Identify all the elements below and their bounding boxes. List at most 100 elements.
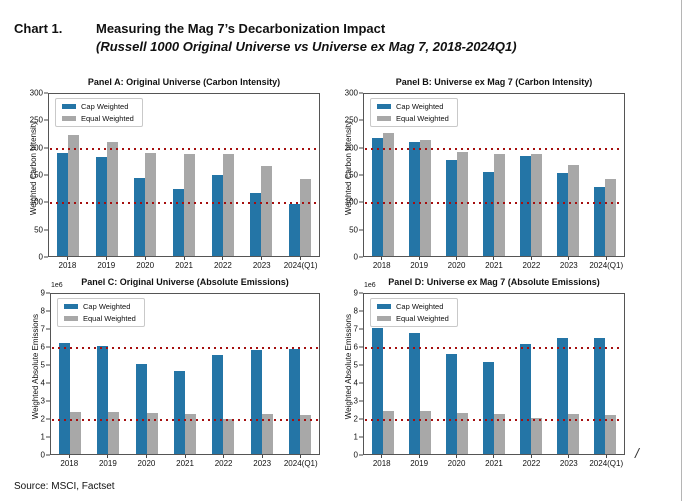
panel-a-x-tick-2020: 2020 [126,257,165,270]
bar-cap-weighted-2024-q1 [288,203,300,256]
bar-equal-weighted-2022 [531,418,543,454]
panel-d-y-tick: 2 [353,414,358,424]
panel-b-x-tick-2021: 2021 [475,257,512,270]
bar-group-2023 [550,294,587,454]
panel-c-y-tick: 6 [40,342,45,352]
panel-c-y-tick: 4 [40,378,45,388]
panel-a: Panel A: Original Universe (Carbon Inten… [29,77,320,270]
panel-c-x-tick-2021: 2021 [166,455,205,468]
panel-a-title: Panel A: Original Universe (Carbon Inten… [87,77,281,87]
bar-group-2024-q1 [280,94,319,256]
legend-label-cap-weighted: Cap Weighted [396,102,444,111]
panel-c-axis-offset-label: 1e6 [51,282,63,289]
panel-a-y-tick: 100 [29,197,43,207]
panel-a-x-tick-2019: 2019 [87,257,126,270]
bar-group-2023 [242,94,281,256]
bar-cap-weighted-2020 [445,159,457,256]
bar-group-2018 [49,94,88,256]
panel-b-x-tick-2024-q1: 2024(Q1) [588,257,625,270]
panel-d-y-tick: 3 [353,396,358,406]
bar-equal-weighted-2019 [106,141,118,256]
bar-equal-weighted-2019 [108,412,120,454]
panel-b-x-tick-2022: 2022 [513,257,550,270]
panel-d-reference-line-2 [365,419,623,421]
panel-a-y-tick: 300 [29,88,43,98]
panel-b-title: Panel B: Universe ex Mag 7 (Carbon Inten… [395,77,593,87]
legend-swatch-equal-weighted [62,116,76,121]
panel-c-y-tick-mark [46,346,50,348]
panel-d-y-tick: 0 [353,450,358,460]
panel-d-y-tick: 8 [353,306,358,316]
panel-b-y-tick: 50 [349,225,358,235]
panel-a-y-tick: 0 [38,252,43,262]
legend-row-equal-weighted: Equal Weighted [62,114,134,123]
panel-d-y-tick-mark [359,292,363,294]
stray-slash-mark: / [635,445,639,461]
bar-cap-weighted-2023 [557,337,569,454]
bar-equal-weighted-2018 [382,411,394,454]
panel-d-y-tick: 4 [353,378,358,388]
panel-d-y-tick-mark [359,436,363,438]
panel-c-reference-line-6 [52,347,318,349]
panel-b-x-tick-2019: 2019 [400,257,437,270]
panel-d-x-tick-2019: 2019 [400,455,437,468]
legend-label-equal-weighted: Equal Weighted [83,314,136,323]
panel-a-x-tick-2018: 2018 [48,257,87,270]
bar-group-2024-q1 [281,294,319,454]
panel-a-y-tick-mark [44,147,48,149]
panel-b-y-tick: 250 [344,115,358,125]
panel-c-plot-area: Cap Weighted Equal Weighted [50,293,320,455]
chart-number-label: Chart 1. [14,21,63,36]
panel-d-y-tick: 7 [353,324,358,334]
panel-d-y-tick-mark [359,364,363,366]
panel-c-y-tick: 7 [40,324,45,334]
bar-cap-weighted-2024-q1 [594,187,606,256]
legend-label-equal-weighted: Equal Weighted [396,114,449,123]
panel-b-bars [364,94,624,256]
bar-equal-weighted-2020 [456,413,468,454]
panel-d-y-tick-mark [359,382,363,384]
bar-equal-weighted-2023 [568,165,580,256]
panel-b-reference-line-100 [365,202,623,205]
panel-b-y-tick-mark [359,147,363,149]
bar-equal-weighted-2018 [70,412,82,454]
bar-group-2019 [88,94,127,256]
legend-label-cap-weighted: Cap Weighted [83,302,131,311]
panel-a-x-tick-2023: 2023 [242,257,281,270]
panel-a-x-tick-2022: 2022 [203,257,242,270]
legend-row-cap-weighted: Cap Weighted [377,302,449,311]
legend-swatch-equal-weighted [377,116,391,121]
bar-cap-weighted-2020 [445,354,457,454]
panel-b-y-tick: 0 [353,252,358,262]
panel-c-y-tick-mark [46,292,50,294]
bar-group-2022 [203,94,242,256]
panel-d-y-tick-mark [359,400,363,402]
legend-swatch-cap-weighted [64,304,78,309]
panel-c-y-tick: 9 [40,288,45,298]
panel-c-y-tick: 5 [40,360,45,370]
panel-b-y-tick-mark [359,119,363,121]
panel-a-x-tick-2021: 2021 [165,257,204,270]
bar-cap-weighted-2019 [408,142,420,256]
bar-cap-weighted-2021 [482,172,494,256]
panel-d-x-tick-2018: 2018 [363,455,400,468]
bar-equal-weighted-2021 [184,414,196,454]
bar-cap-weighted-2018 [57,153,69,256]
bar-cap-weighted-2022 [211,175,223,256]
legend-swatch-equal-weighted [64,316,78,321]
bar-equal-weighted-2021 [493,414,505,454]
bar-equal-weighted-2019 [419,140,431,256]
bar-group-2023 [242,294,280,454]
bar-cap-weighted-2019 [408,333,420,454]
panel-b-x-axis: 2018 2019 2020 2021 2022 2023 2024(Q1) [363,257,625,270]
bar-group-2019 [401,294,438,454]
panel-c-x-tick-2020: 2020 [127,455,166,468]
bar-group-2018 [51,294,89,454]
panel-a-y-tick: 200 [29,143,43,153]
bar-equal-weighted-2019 [419,411,431,454]
bar-equal-weighted-2022 [222,154,234,256]
bar-cap-weighted-2018 [371,327,383,454]
panel-d-x-tick-2023: 2023 [550,455,587,468]
panel-a-y-tick-mark [44,119,48,121]
